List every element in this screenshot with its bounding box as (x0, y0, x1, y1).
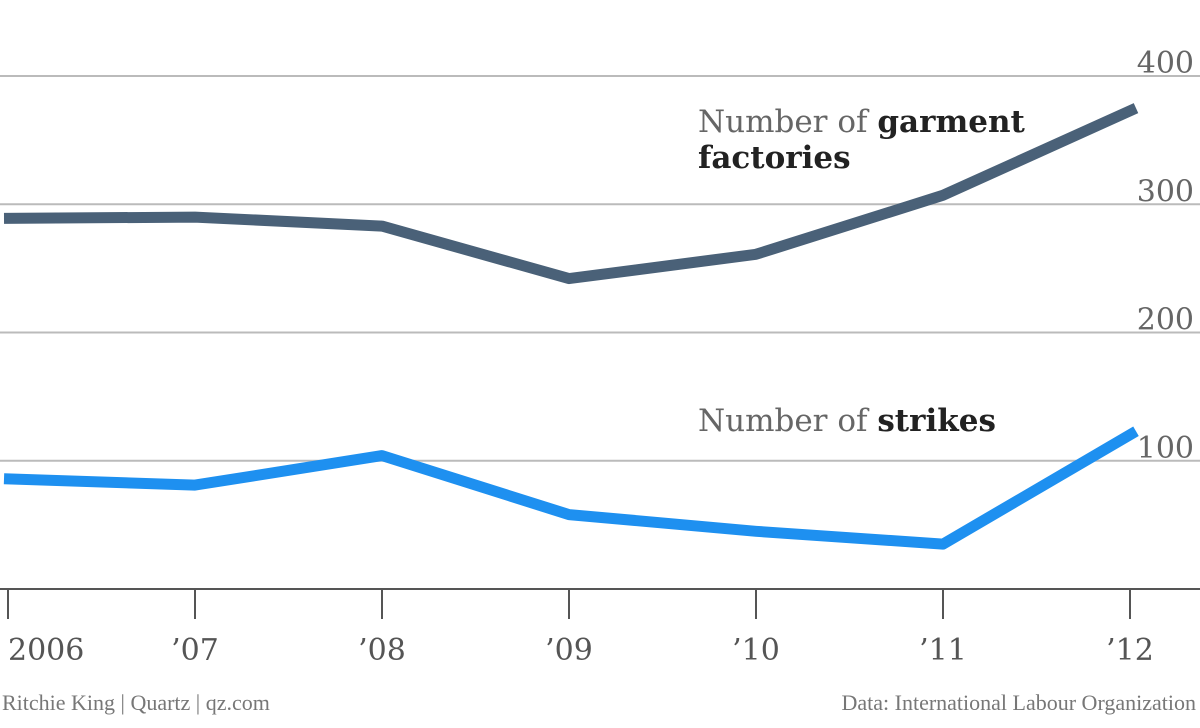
garment-label-strong-1: garment (877, 104, 1025, 140)
garment-series-label-line2: factories (698, 140, 851, 176)
x-axis: 2006 ’07 ’08 ’09 ’10 ’11 ’12 (0, 588, 1200, 668)
garment-label-prefix: Number of (698, 104, 870, 140)
footer-source: Data: International Labour Organization (841, 690, 1196, 715)
x-tick-label-2011: ’11 (919, 633, 967, 668)
footer-credit: Ritchie King | Quartz | qz.com (2, 690, 270, 715)
strikes-series-label: Number of strikes (698, 403, 996, 439)
x-tick-label-2012: ’12 (1106, 633, 1154, 668)
y-tick-label-400: 400 (1137, 46, 1194, 81)
strikes-label-prefix: Number of (698, 403, 870, 439)
x-tick-label-2006: 2006 (8, 633, 84, 668)
x-tick-label-2010: ’10 (732, 633, 780, 668)
y-tick-label-300: 300 (1137, 174, 1194, 209)
x-tick-label-2008: ’08 (358, 633, 406, 668)
garment-series-label: Number of garment (698, 104, 1026, 140)
y-tick-label-100: 100 (1137, 431, 1194, 466)
y-tick-label-200: 200 (1137, 303, 1194, 338)
x-tick-label-2007: ’07 (171, 633, 219, 668)
series-line-strikes (3, 426, 1139, 550)
series-lines (3, 103, 1139, 550)
gridlines (0, 75, 1200, 462)
strikes-label-strong: strikes (877, 403, 996, 439)
x-tick-label-2009: ’09 (545, 633, 593, 668)
y-axis-tick-labels: 100 200 300 400 (1137, 46, 1194, 466)
